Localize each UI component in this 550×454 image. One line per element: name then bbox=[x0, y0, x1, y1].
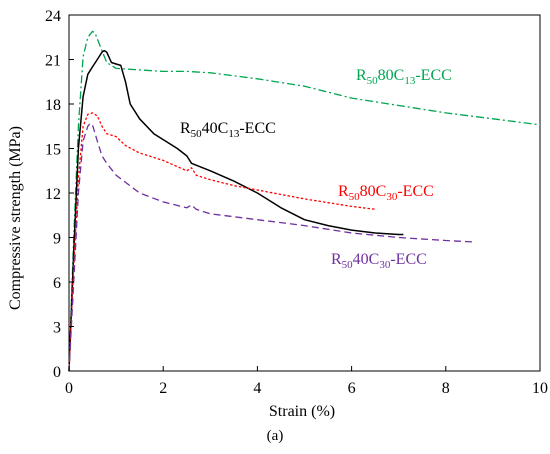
y-tick-label: 15 bbox=[45, 142, 61, 159]
y-tick-label: 6 bbox=[53, 275, 61, 292]
y-tick-label: 12 bbox=[45, 186, 61, 203]
series-labels: R5080C13-ECC R5040C13-ECC R5080C30-ECC R504… bbox=[180, 67, 452, 271]
x-tick-label: 8 bbox=[442, 380, 450, 397]
x-tick-label: 10 bbox=[532, 380, 548, 397]
series-line-2 bbox=[68, 49, 404, 372]
series-line-3 bbox=[68, 112, 376, 372]
plot-area bbox=[68, 14, 541, 372]
series-label-2: R5040C13-ECC bbox=[180, 120, 276, 140]
series-label-4: R5040C30-ECC bbox=[331, 251, 427, 271]
series-line-4 bbox=[68, 122, 475, 372]
x-tick-label: 6 bbox=[348, 380, 356, 397]
plot-frame bbox=[68, 14, 541, 372]
series-layer bbox=[68, 30, 541, 372]
y-tick-label: 21 bbox=[45, 53, 61, 70]
y-tick-label: 24 bbox=[45, 8, 61, 25]
x-axis-label: Strain (%) bbox=[269, 403, 335, 420]
figure-caption: (a) bbox=[266, 428, 284, 444]
y-tick-label: 9 bbox=[53, 231, 61, 248]
y-axis-label: Compressive strength (MPa) bbox=[7, 126, 24, 310]
series-label-3: R5080C30-ECC bbox=[338, 183, 434, 203]
series-line-1 bbox=[68, 30, 541, 372]
y-tick-label: 3 bbox=[53, 320, 61, 337]
x-tick-label: 4 bbox=[253, 380, 261, 397]
series-label-1: R5080C13-ECC bbox=[356, 67, 452, 87]
x-tick-label: 2 bbox=[159, 380, 167, 397]
y-tick-label: 18 bbox=[45, 97, 61, 114]
y-tick-label: 0 bbox=[53, 364, 61, 381]
x-tick-label: 0 bbox=[65, 380, 73, 397]
